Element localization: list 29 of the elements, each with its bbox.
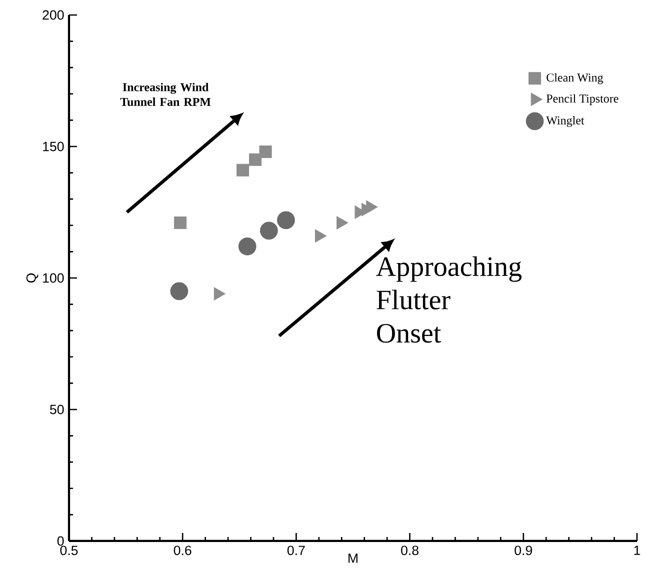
y-tick-label: 150: [43, 142, 64, 152]
y-axis-title: Q: [26, 273, 38, 283]
x-tick-label: 0.6: [174, 546, 192, 556]
annotation: Approaching Flutter Onset: [376, 256, 522, 343]
point: [174, 216, 187, 230]
point: [336, 216, 348, 230]
x-tick-label: 1: [634, 546, 640, 555]
legend-label: Clean Wing: [546, 73, 604, 84]
point: [238, 237, 256, 256]
point: [170, 282, 188, 300]
point: [249, 153, 262, 166]
y-tick-label: 100: [43, 273, 64, 283]
x-axis-title: M: [348, 554, 358, 563]
point: [366, 200, 378, 214]
point: [259, 145, 272, 158]
annotation: Increasing Wind Tunnel Fan RPM: [120, 82, 211, 106]
point: [314, 229, 327, 243]
legend-label: Winglet: [546, 116, 584, 127]
y-tick-label: 50: [50, 404, 64, 414]
x-tick-label: 0.7: [287, 546, 305, 556]
point: [260, 222, 278, 240]
point: [236, 164, 250, 176]
x-tick-label: 0.9: [514, 546, 532, 556]
x-tick-label: 0.5: [60, 546, 78, 556]
y-tick-label: 200: [42, 10, 64, 20]
legend-label: Pencil Tipstore: [546, 94, 618, 106]
y-tick-label: 0: [57, 536, 64, 546]
x-tick-label: 0.8: [401, 546, 418, 556]
point: [277, 211, 295, 230]
